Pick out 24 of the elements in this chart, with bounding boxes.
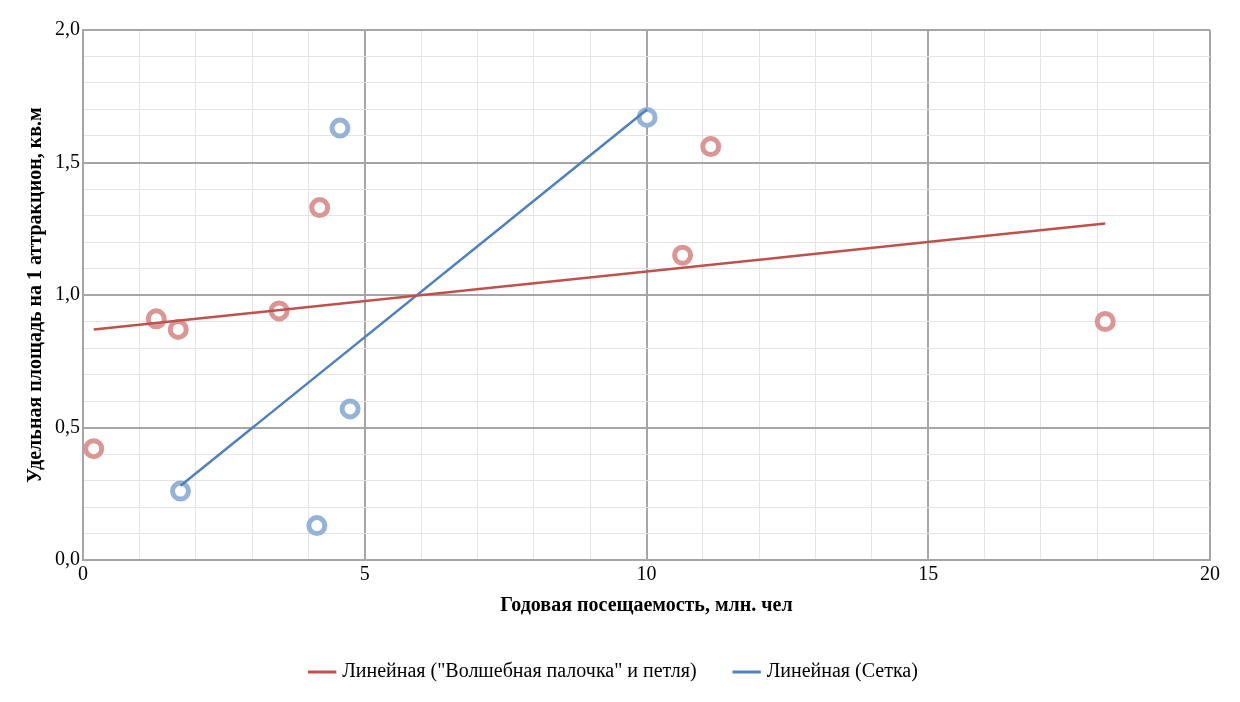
y-tick-label: 0,5 — [55, 414, 80, 437]
legend-label: Линейная (Сетка) — [766, 659, 918, 683]
y-tick-label: 0,0 — [55, 547, 80, 570]
y-tick-label: 2,0 — [55, 17, 80, 40]
point — [169, 480, 191, 502]
point — [167, 318, 189, 340]
x-tick-label: 10 — [636, 562, 657, 585]
y-axis-title: Удельная площадь на 1 аттракцион, кв.м — [23, 107, 47, 483]
x-tick-label: 5 — [359, 562, 370, 585]
y-tick-label: 1,5 — [55, 149, 80, 172]
y-tick-label: 1,0 — [55, 282, 80, 305]
point — [83, 438, 105, 460]
x-tick-label: 20 — [1200, 562, 1220, 585]
legend-label: Линейная ("Волшебная палочка" и петля) — [342, 659, 697, 683]
point — [306, 515, 328, 537]
point — [672, 244, 694, 266]
point — [700, 136, 722, 158]
point — [329, 117, 351, 139]
point — [309, 197, 331, 219]
x-tick-label: 15 — [918, 562, 939, 585]
x-tick-label: 0 — [78, 562, 88, 585]
point — [1094, 311, 1116, 332]
point — [339, 398, 361, 420]
x-axis-title: Годовая посещаемость, млн. чел — [500, 593, 793, 616]
